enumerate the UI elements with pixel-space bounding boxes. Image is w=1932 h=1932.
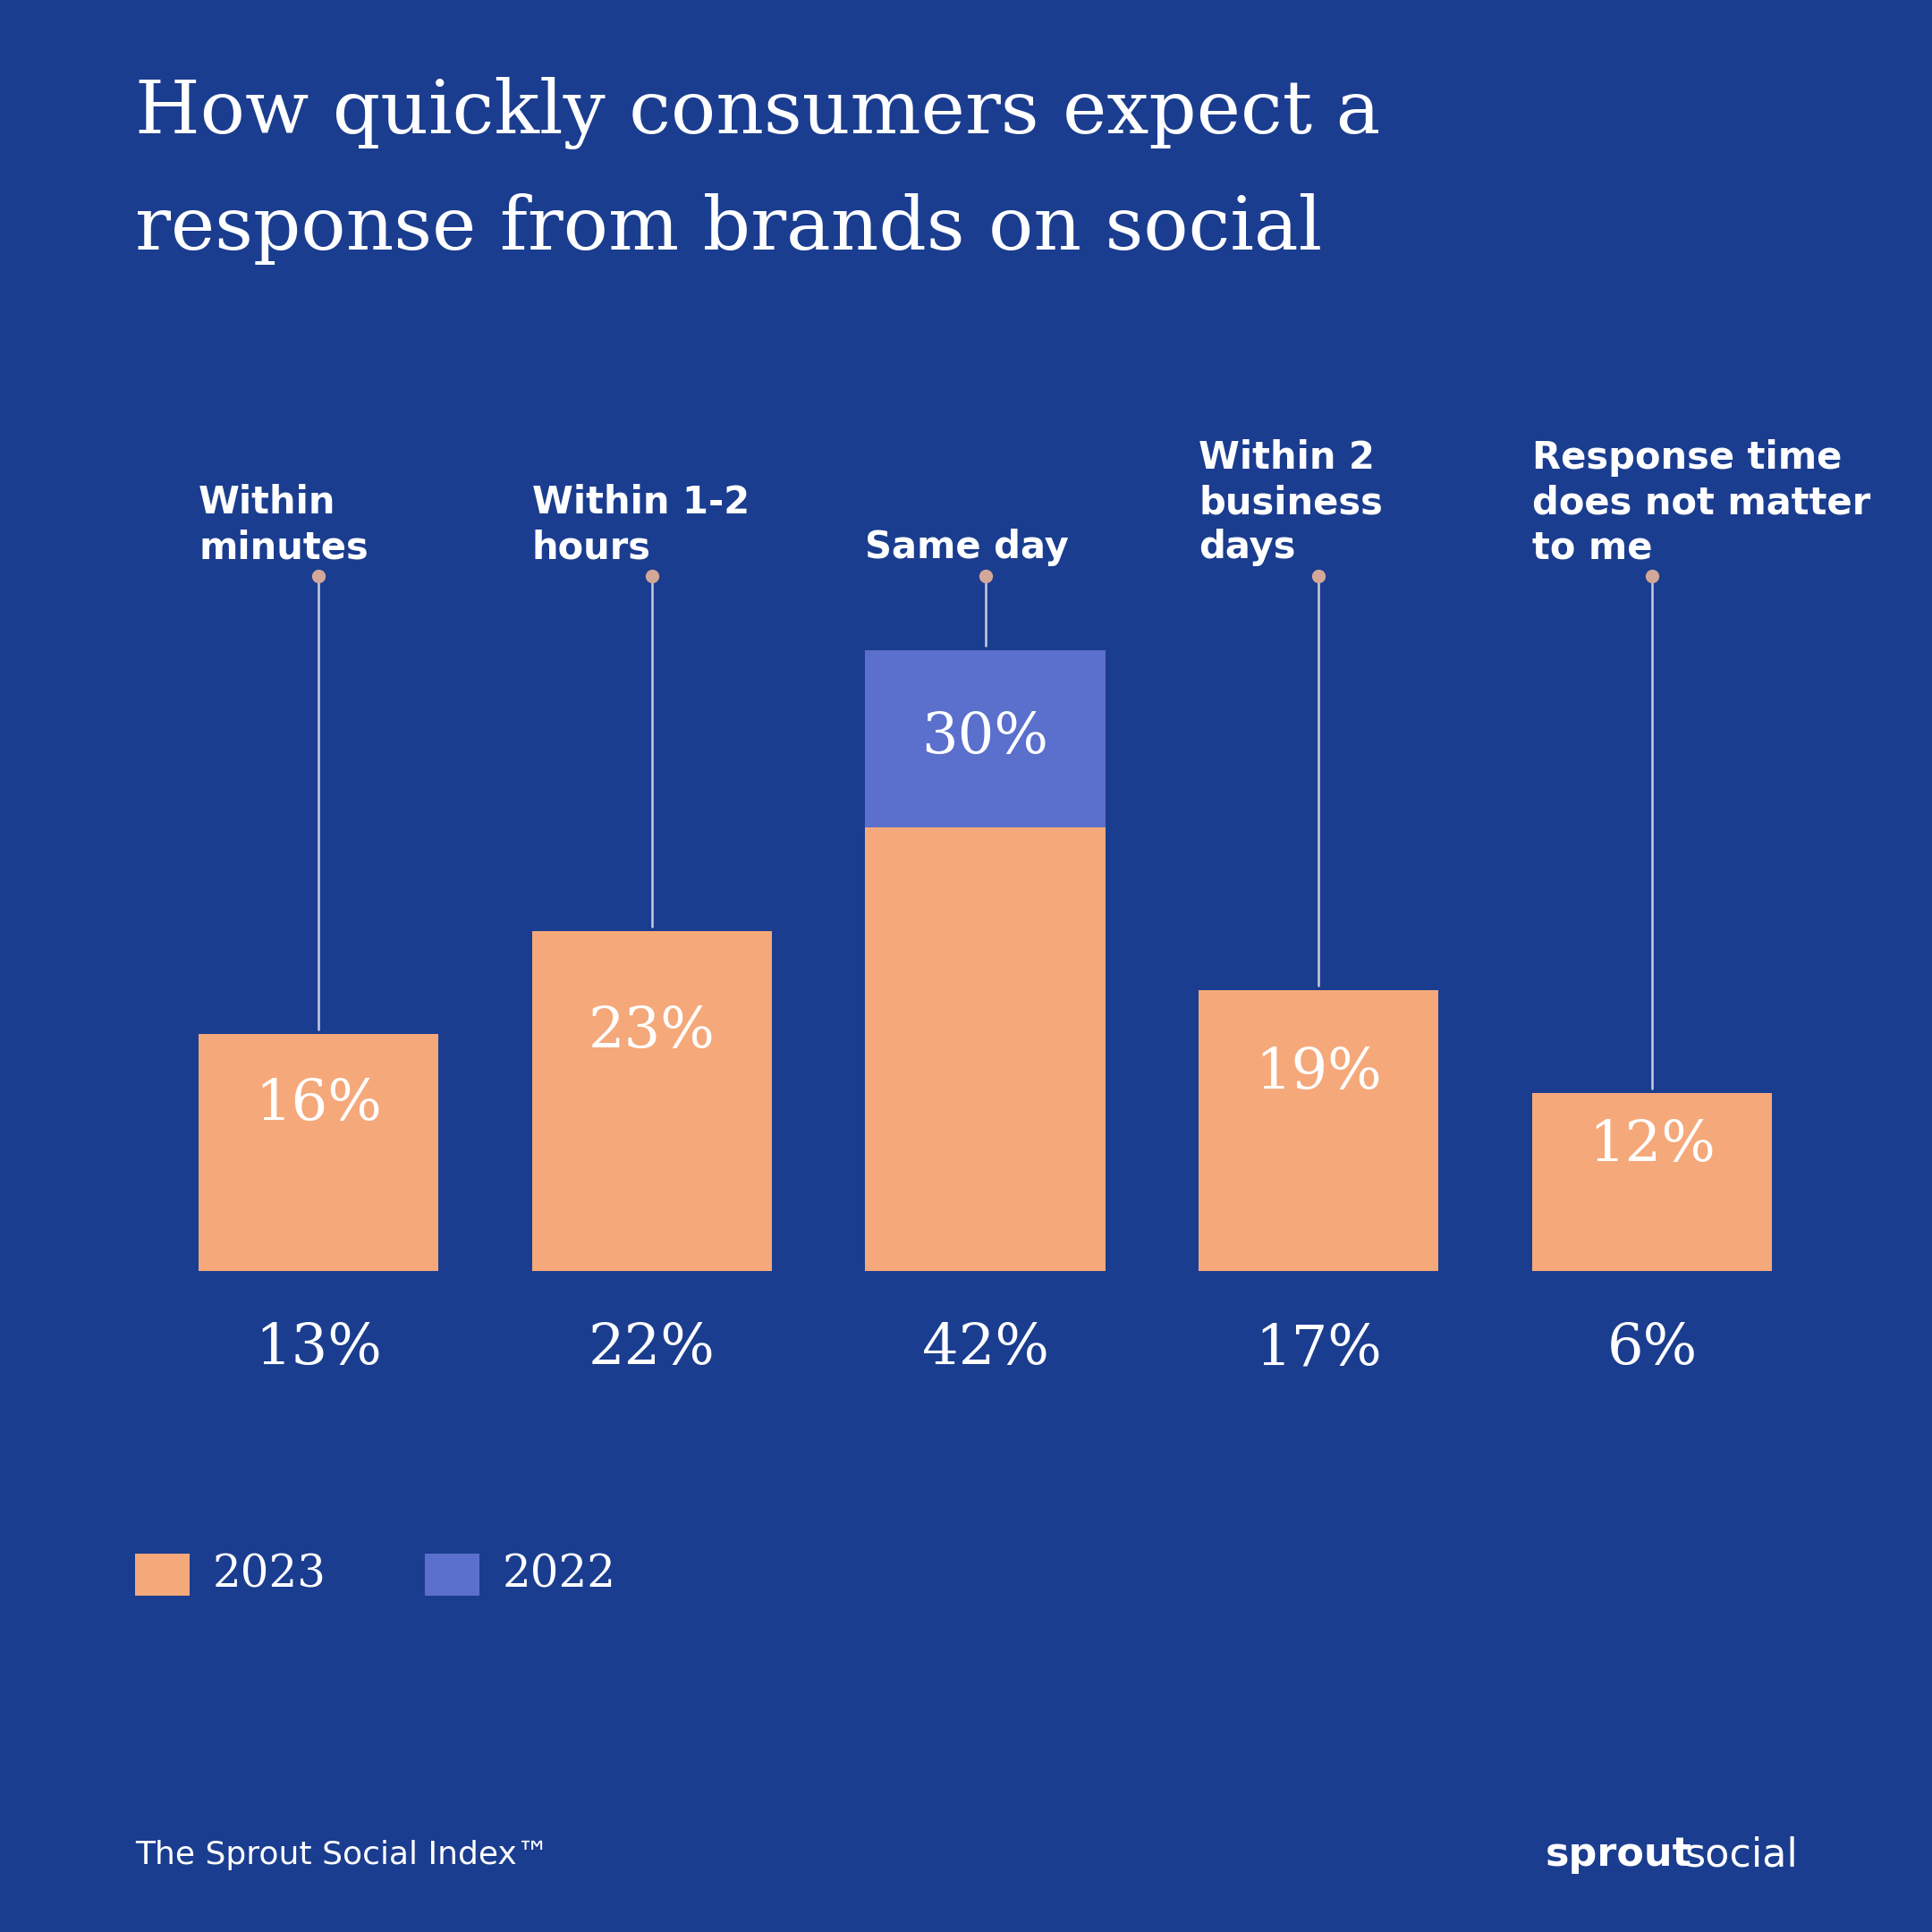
Bar	[866, 827, 1105, 1271]
Text: 6%: 6%	[1607, 1321, 1698, 1378]
Bar	[1532, 1094, 1772, 1271]
Text: 13%: 13%	[255, 1321, 383, 1378]
Bar	[1198, 989, 1439, 1271]
Text: 30%: 30%	[922, 711, 1049, 765]
Text: Response time
does not matter
to me: Response time does not matter to me	[1532, 439, 1870, 566]
Text: 19%: 19%	[1256, 1047, 1381, 1101]
Text: Within 1-2
hours: Within 1-2 hours	[531, 485, 750, 566]
Bar	[199, 1078, 439, 1271]
Text: Within 2
business
days: Within 2 business days	[1198, 439, 1383, 566]
Text: 12%: 12%	[1588, 1119, 1716, 1175]
Text: 2022: 2022	[502, 1553, 616, 1596]
Bar	[199, 1034, 439, 1271]
Text: 23%: 23%	[589, 1005, 715, 1061]
Text: Within
minutes: Within minutes	[199, 485, 369, 566]
Bar	[866, 649, 1105, 1271]
Text: 22%: 22%	[589, 1321, 715, 1378]
Text: social: social	[1685, 1835, 1799, 1874]
Bar	[1198, 1020, 1439, 1271]
Text: How quickly consumers expect a: How quickly consumers expect a	[135, 77, 1381, 151]
Text: 42%: 42%	[922, 1321, 1049, 1378]
Text: sprout: sprout	[1546, 1835, 1692, 1874]
Text: The Sprout Social Index™: The Sprout Social Index™	[135, 1839, 549, 1870]
Text: response from brands on social: response from brands on social	[135, 193, 1321, 265]
Text: 16%: 16%	[255, 1078, 383, 1132]
Bar	[531, 945, 773, 1271]
Bar	[531, 931, 773, 1271]
Text: Same day: Same day	[866, 529, 1068, 566]
Text: 2023: 2023	[213, 1553, 327, 1596]
Bar	[1532, 1182, 1772, 1271]
Text: 17%: 17%	[1256, 1321, 1381, 1378]
